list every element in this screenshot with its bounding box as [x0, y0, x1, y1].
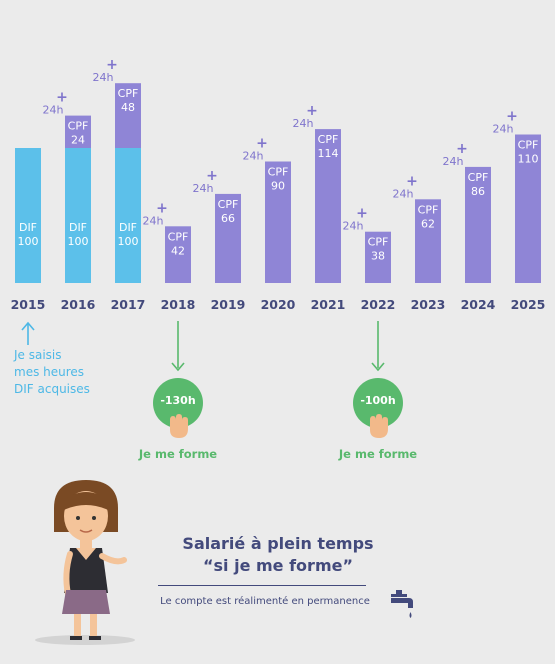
cpf-bar	[365, 231, 391, 283]
hand-icon	[370, 414, 388, 438]
cpf-value: 66	[221, 212, 235, 225]
cpf-bar	[115, 83, 141, 148]
dif-bar	[65, 148, 91, 283]
training-label: Je me forme	[138, 447, 218, 461]
cpf-value: 38	[371, 250, 385, 263]
cpf-bar	[515, 134, 541, 283]
cpf-value: 62	[421, 217, 435, 230]
hand-icon	[170, 414, 188, 438]
cpf-value: 42	[171, 244, 185, 257]
arrow-up-icon	[21, 321, 35, 345]
cpf-label: CPF	[268, 166, 289, 179]
caption-line2: “si je me forme”	[203, 556, 353, 575]
cpf-label: CPF	[518, 139, 539, 152]
cpf-value: 86	[471, 185, 485, 198]
arrow-down-icon	[171, 321, 185, 372]
note-line: Je saisis	[14, 348, 62, 362]
cpf-value: 24	[71, 134, 85, 147]
year-label: 2015	[11, 297, 46, 312]
dif-value: 100	[68, 235, 89, 248]
increment-label: 24h	[393, 187, 414, 200]
bar-chart: DIF1002015DIF100CPF2424h+2016DIF100CPF48…	[11, 57, 546, 312]
plus-icon: +	[356, 206, 368, 222]
arrow-down-icon	[371, 321, 385, 372]
cpf-bar	[465, 166, 491, 283]
cpf-bar	[165, 226, 191, 283]
year-label: 2016	[61, 297, 96, 312]
dif-label: DIF	[19, 221, 37, 234]
cpf-label: CPF	[118, 87, 139, 100]
caption-line1: Salarié à plein temps	[182, 534, 374, 553]
cpf-bar	[415, 199, 441, 283]
cpf-label: CPF	[168, 230, 189, 243]
increment-label: 24h	[293, 117, 314, 130]
cpf-value: 114	[318, 147, 339, 160]
year-label: 2021	[311, 297, 346, 312]
year-label: 2017	[111, 297, 146, 312]
plus-icon: +	[106, 57, 118, 73]
faucet-icon	[391, 590, 413, 618]
year-label: 2020	[261, 297, 296, 312]
cpf-bar	[315, 129, 341, 283]
year-label: 2025	[511, 297, 546, 312]
note-line: DIF acquises	[14, 382, 90, 396]
cpf-label: CPF	[418, 203, 439, 216]
divider	[158, 585, 366, 586]
cpf-label: CPF	[218, 198, 239, 211]
dif-note: Je saisis mes heures DIF acquises	[14, 347, 124, 398]
plus-icon: +	[56, 90, 68, 106]
plus-icon: +	[156, 200, 168, 216]
cpf-value: 48	[121, 101, 135, 114]
cpf-bar	[65, 115, 91, 148]
increment-label: 24h	[143, 214, 164, 227]
increment-label: 24h	[193, 182, 214, 195]
year-label: 2024	[461, 297, 496, 312]
plus-icon: +	[456, 141, 468, 157]
plus-icon: +	[506, 109, 518, 125]
increment-label: 24h	[443, 155, 464, 168]
dif-value: 100	[118, 235, 139, 248]
increment-label: 24h	[243, 150, 264, 163]
dif-bar	[115, 148, 141, 283]
dif-label: DIF	[69, 221, 87, 234]
dif-value: 100	[18, 235, 39, 248]
caption-title: Salarié à plein temps “si je me forme”	[150, 533, 406, 577]
dif-bar	[15, 148, 41, 283]
cpf-bar	[265, 161, 291, 283]
plus-icon: +	[306, 103, 318, 119]
note-line: mes heures	[14, 365, 85, 379]
year-label: 2018	[161, 297, 196, 312]
increment-label: 24h	[43, 104, 64, 117]
dif-label: DIF	[119, 221, 137, 234]
increment-label: 24h	[343, 220, 364, 233]
year-label: 2019	[211, 297, 246, 312]
plus-icon: +	[206, 168, 218, 184]
year-label: 2022	[361, 297, 396, 312]
employee-illustration	[35, 480, 135, 645]
cpf-label: CPF	[318, 133, 339, 146]
cpf-bar	[215, 193, 241, 283]
increment-label: 24h	[493, 123, 514, 136]
plus-icon: +	[406, 173, 418, 189]
training-label: Je me forme	[338, 447, 418, 461]
plus-icon: +	[256, 136, 268, 152]
increment-label: 24h	[93, 71, 114, 84]
cpf-value: 90	[271, 180, 285, 193]
year-label: 2023	[411, 297, 446, 312]
cpf-label: CPF	[368, 236, 389, 249]
caption-subtitle: Le compte est réalimenté en permanence	[160, 596, 370, 607]
cpf-value: 110	[518, 153, 539, 166]
cpf-label: CPF	[468, 171, 489, 184]
cpf-label: CPF	[68, 120, 89, 133]
